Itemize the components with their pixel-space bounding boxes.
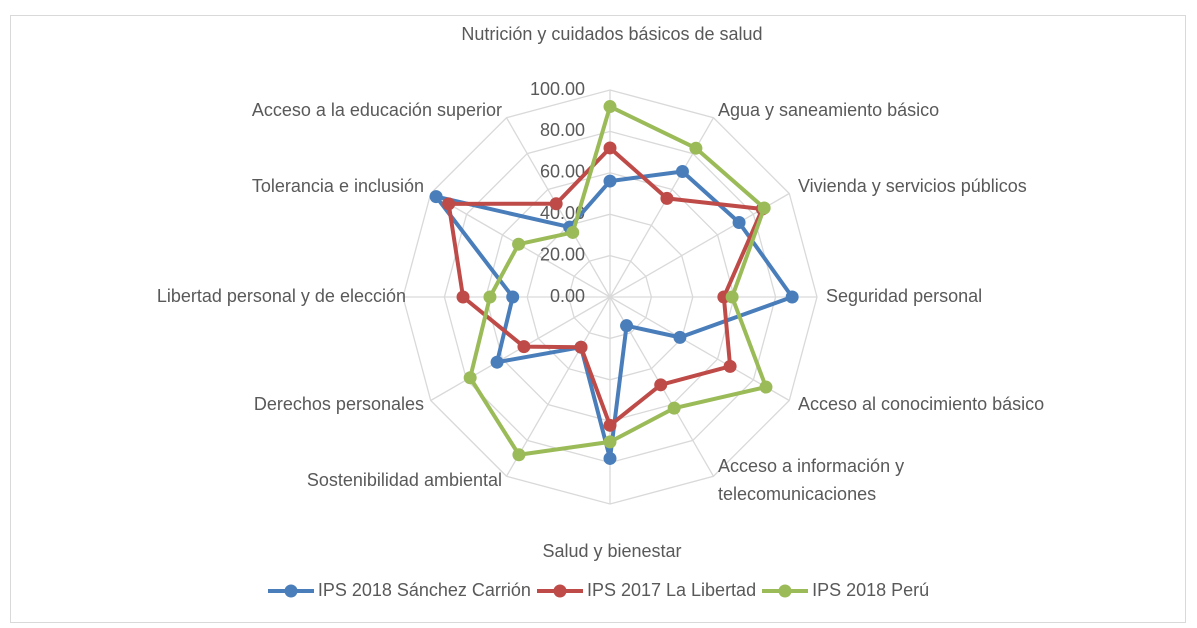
data-point: [603, 100, 617, 114]
data-point: [574, 340, 588, 354]
category-label: Vivienda y servicios públicos: [798, 176, 1027, 196]
axis-spoke: [609, 296, 790, 402]
r-tick-label: 80.00: [540, 120, 585, 140]
data-point: [673, 330, 687, 344]
category-label: Nutrición y cuidados básicos de salud: [461, 24, 763, 44]
category-label: Acceso a la educación superior: [251, 100, 502, 120]
category-label: Acceso al conocimiento básico: [798, 394, 1045, 414]
data-point: [603, 141, 617, 155]
axis-spoke: [505, 296, 611, 477]
data-point: [660, 191, 674, 205]
r-tick-label: 60.00: [540, 162, 585, 182]
legend-marker: [284, 584, 298, 597]
legend-item: IPS 2017 La Libertad: [536, 580, 757, 601]
data-point: [549, 197, 563, 211]
data-point: [566, 225, 580, 239]
category-label: Derechos personales: [253, 394, 424, 414]
r-tick-label: 0.00: [550, 286, 585, 306]
legend-marker: [553, 584, 567, 597]
category-label: Seguridad personal: [826, 286, 983, 306]
legend-label: IPS 2018 Perú: [812, 580, 930, 600]
data-point: [603, 174, 617, 188]
legend-swatch: [536, 584, 583, 597]
category-label: Tolerancia e inclusión: [251, 176, 424, 196]
legend-swatch: [267, 584, 314, 597]
data-point: [725, 290, 739, 304]
r-tick-label: 100.00: [530, 79, 585, 99]
category-label: Agua y saneamiento básico: [718, 100, 940, 120]
legend-marker: [778, 584, 792, 597]
data-point: [603, 418, 617, 432]
data-point: [667, 401, 681, 415]
legend-swatch: [762, 584, 809, 597]
data-point: [483, 290, 497, 304]
legend-item: IPS 2018 Sánchez Carrión: [267, 580, 531, 601]
category-label: Libertad personal y de elección: [156, 286, 406, 306]
data-point: [689, 141, 703, 155]
category-label: Salud y bienestar: [542, 541, 682, 561]
data-point: [757, 201, 771, 215]
data-point: [603, 451, 617, 465]
data-point: [512, 237, 526, 251]
category-label: Acceso a información y telecomunicacione…: [718, 456, 905, 504]
data-point: [463, 371, 477, 385]
data-point: [512, 448, 526, 462]
r-tick-label: 20.00: [540, 244, 585, 264]
data-point: [785, 290, 799, 304]
legend-item: IPS 2018 Perú: [762, 580, 929, 601]
data-point: [759, 380, 773, 394]
data-point: [456, 290, 470, 304]
data-point: [654, 378, 668, 392]
data-point: [620, 319, 634, 333]
category-label: Sostenibilidad ambiental: [306, 470, 502, 490]
data-point: [517, 340, 531, 354]
data-point: [732, 215, 746, 229]
data-point: [490, 355, 504, 369]
legend: IPS 2018 Sánchez Carrión IPS 2017 La Libe…: [0, 580, 1197, 601]
chart-frame: [10, 15, 1186, 623]
data-point: [675, 165, 689, 179]
legend-label: IPS 2017 La Libertad: [586, 580, 757, 600]
legend-label: IPS 2018 Sánchez Carrión: [317, 580, 531, 600]
data-point: [442, 197, 456, 211]
data-point: [723, 359, 737, 373]
data-point: [603, 435, 617, 449]
data-point: [506, 290, 520, 304]
data-point: [429, 190, 443, 204]
